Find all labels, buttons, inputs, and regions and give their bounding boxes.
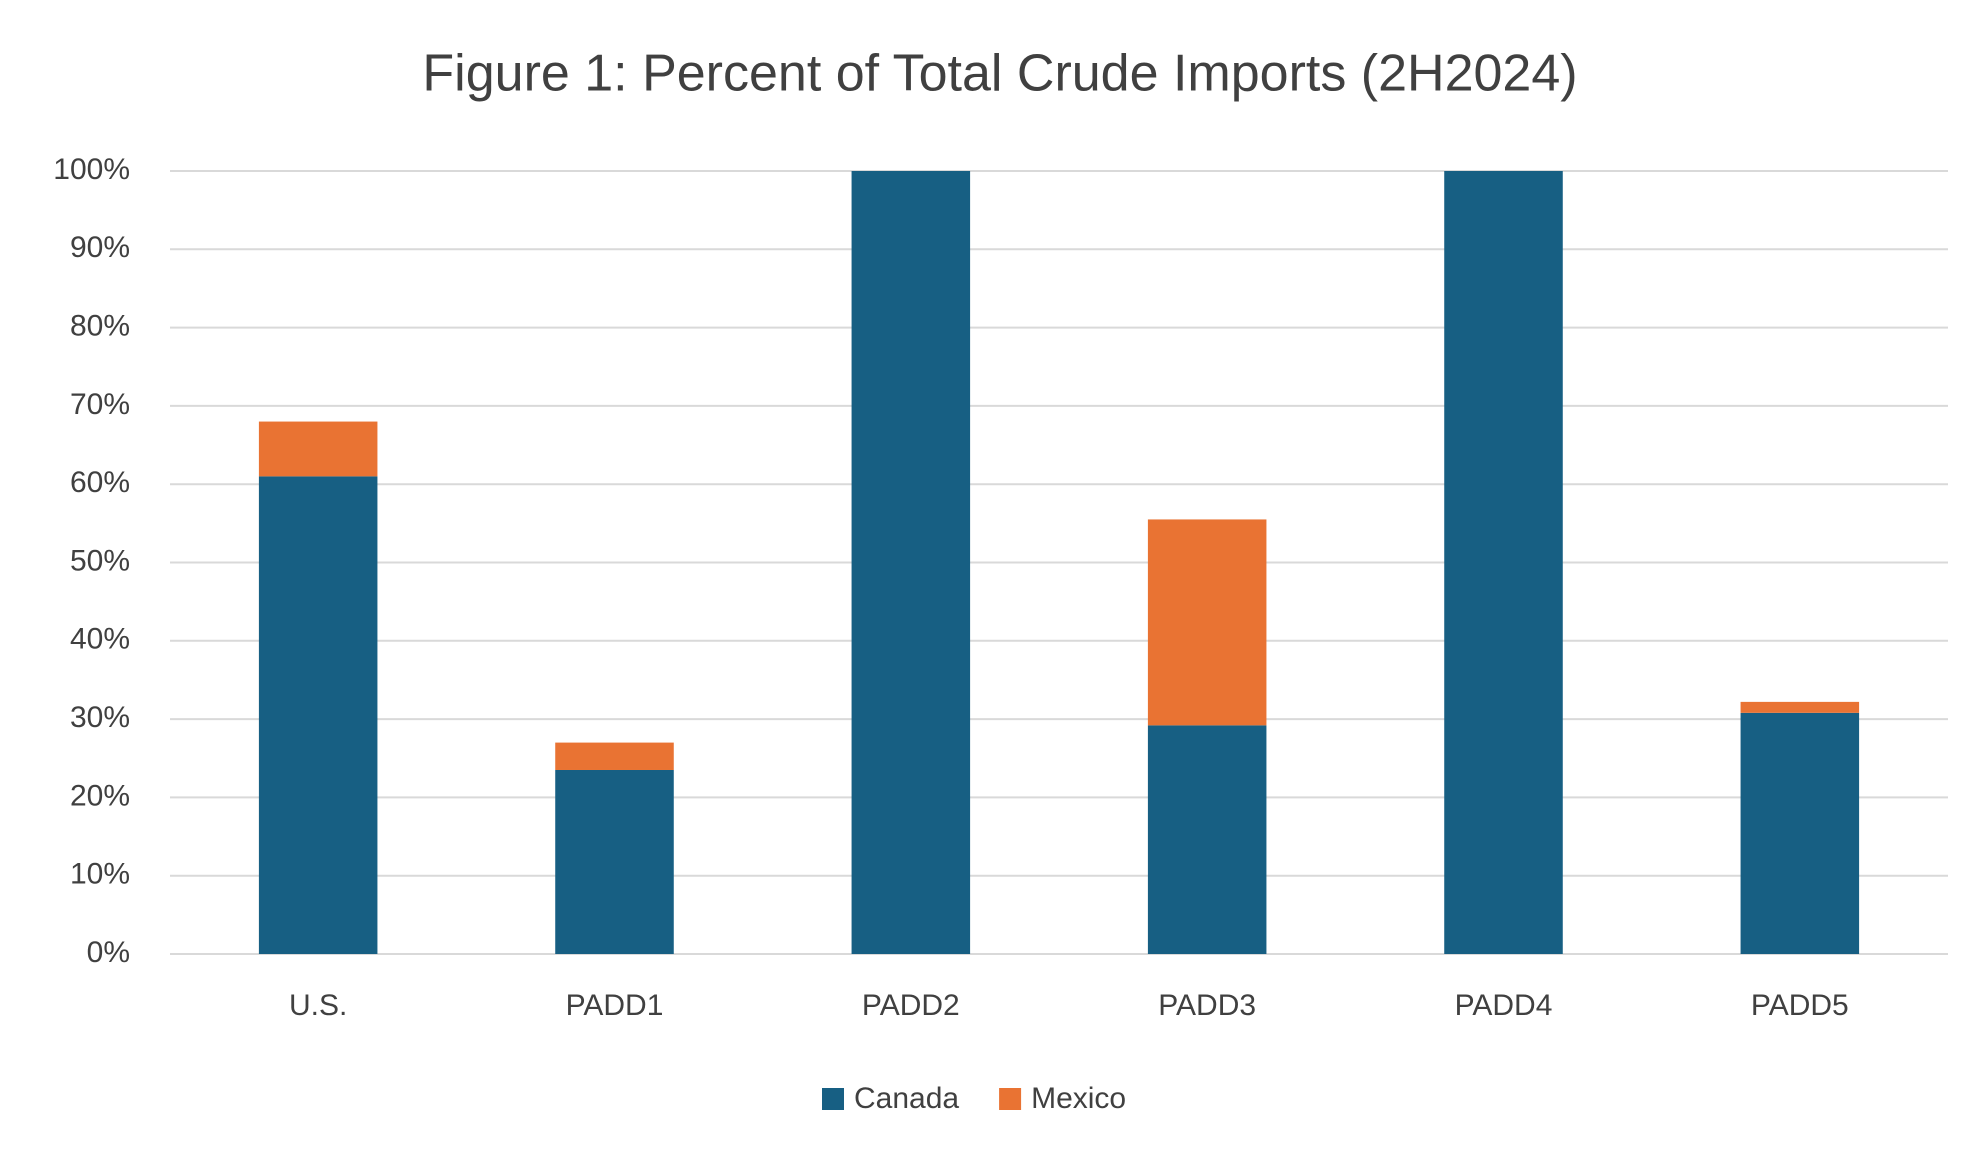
x-tick-label: U.S. xyxy=(289,989,347,1022)
bar-segment xyxy=(258,421,378,477)
bar-segment xyxy=(555,742,674,770)
chart-title: Figure 1: Percent of Total Crude Imports… xyxy=(422,45,1577,103)
y-tick-label: 90% xyxy=(70,231,130,264)
bar-segment xyxy=(1444,171,1563,954)
x-tick-label: PADD4 xyxy=(1455,989,1553,1022)
bar-segment xyxy=(851,171,971,954)
y-tick-label: 20% xyxy=(70,779,130,812)
bar-segment xyxy=(1147,725,1267,954)
bar-segment xyxy=(1147,519,1267,726)
y-tick-label: 10% xyxy=(70,858,130,891)
x-tick-label: PADD3 xyxy=(1158,989,1256,1022)
legend-swatch xyxy=(822,1088,844,1110)
legend-label: Canada xyxy=(854,1082,959,1115)
y-tick-label: 100% xyxy=(53,153,130,186)
bar-segment xyxy=(1740,712,1860,954)
legend-label: Mexico xyxy=(1031,1082,1126,1115)
x-tick-label: PADD5 xyxy=(1751,989,1849,1022)
y-tick-label: 40% xyxy=(70,623,130,656)
bar-segment xyxy=(555,769,674,954)
y-tick-label: 60% xyxy=(70,466,130,499)
y-tick-label: 0% xyxy=(87,936,130,969)
y-tick-label: 50% xyxy=(70,544,130,577)
bar-segment xyxy=(1740,701,1860,713)
x-tick-label: PADD1 xyxy=(566,989,664,1022)
y-tick-label: 80% xyxy=(70,310,130,343)
y-tick-label: 70% xyxy=(70,388,130,421)
bar-segment xyxy=(258,476,378,954)
legend-swatch xyxy=(999,1088,1022,1110)
y-tick-label: 30% xyxy=(70,701,130,734)
x-tick-label: PADD2 xyxy=(862,989,960,1022)
